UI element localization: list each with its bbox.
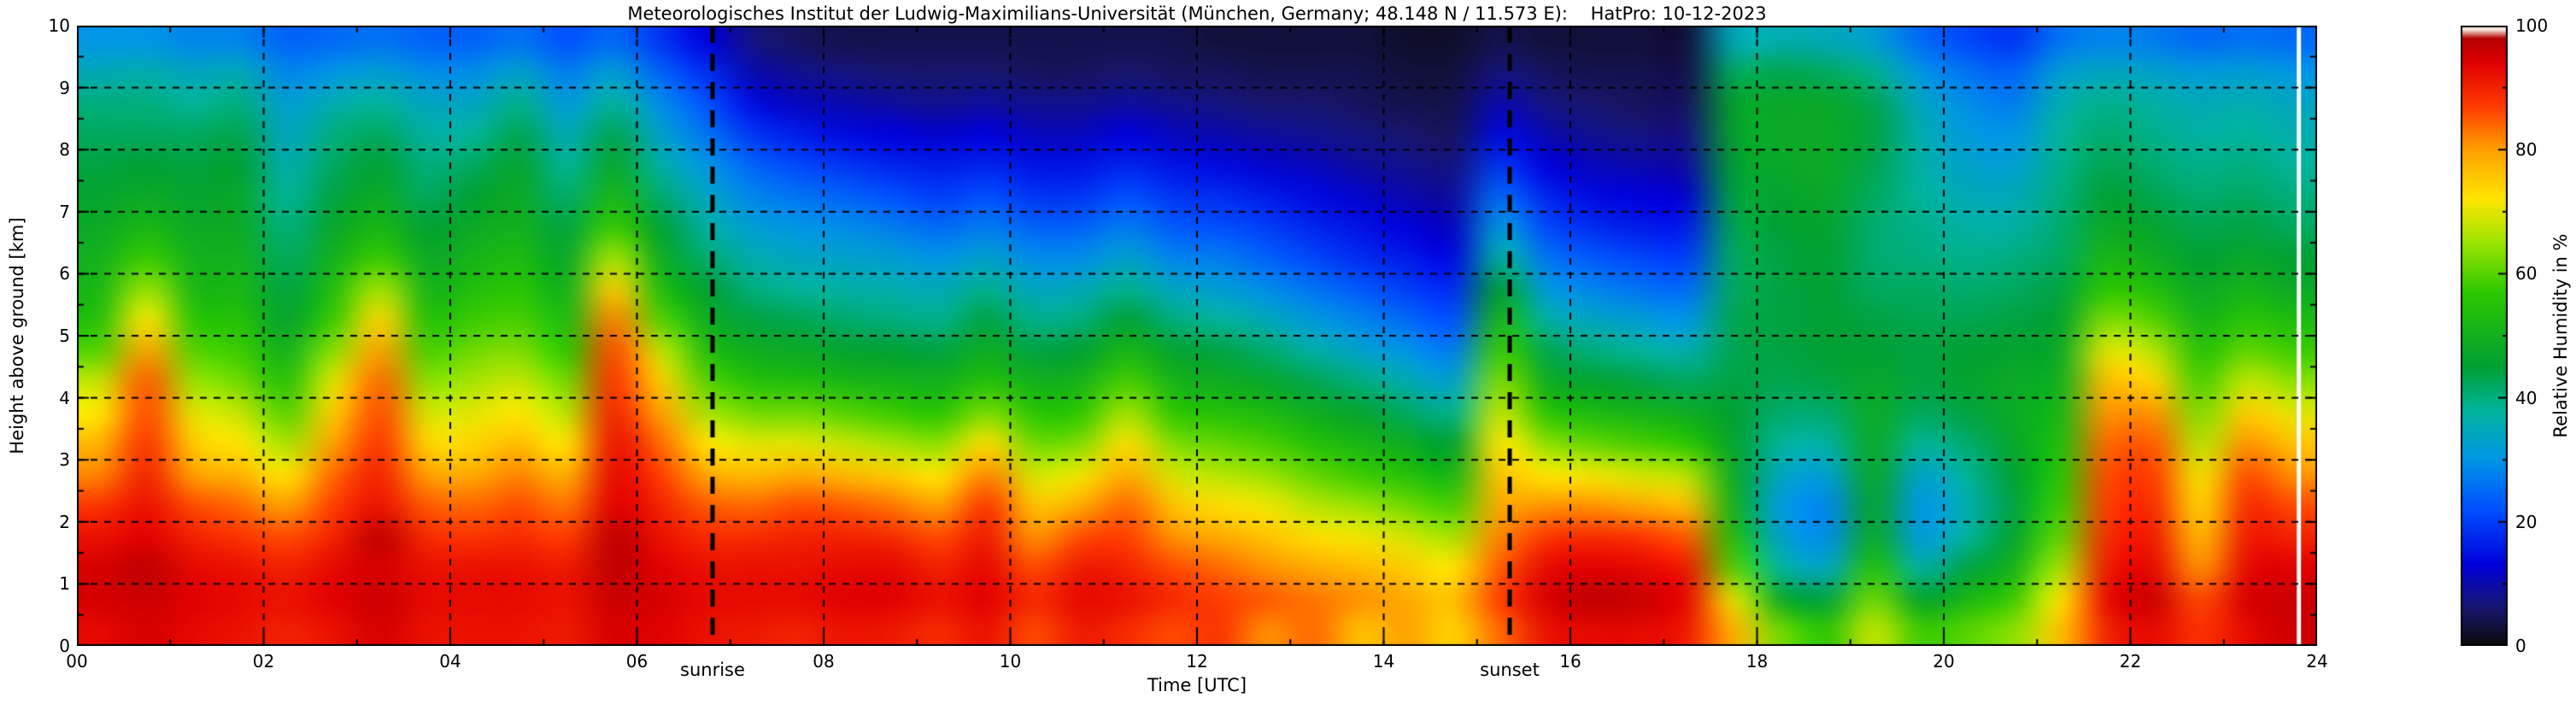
y-tick-label: 3 (59, 449, 70, 471)
y-tick-label: 9 (59, 77, 70, 98)
x-tick-label: 14 (1372, 651, 1395, 672)
colorbar-tick-label: 20 (2515, 511, 2538, 532)
x-tick-label: 20 (1933, 651, 1955, 672)
colorbar-tick-label: 100 (2515, 15, 2549, 36)
x-axis-label: Time [UTC] (1147, 675, 1247, 695)
x-tick-label: 16 (1559, 651, 1581, 672)
x-tick-label: 08 (813, 651, 835, 672)
y-axis-label: Height above ground [km] (7, 217, 27, 455)
y-tick-label: 8 (59, 139, 70, 161)
x-tick-label: 06 (625, 651, 648, 672)
x-tick-label: 22 (2119, 651, 2142, 672)
chart-title: Meteorologisches Institut der Ludwig-Max… (627, 3, 1767, 24)
x-tick-label: 24 (2306, 651, 2328, 672)
y-tick-label: 6 (59, 263, 70, 285)
colorbar-tick-label: 40 (2515, 387, 2538, 408)
x-tick-label: 02 (252, 651, 275, 672)
y-tick-label: 5 (59, 326, 70, 346)
y-tick-label: 7 (59, 201, 70, 222)
y-tick-label: 0 (59, 636, 70, 656)
humidity-heatmap (77, 26, 2317, 646)
x-tick-label: 12 (1186, 651, 1208, 672)
y-tick-label: 1 (59, 573, 70, 595)
colorbar-tick-label: 60 (2515, 263, 2538, 285)
colorbar-tick-label: 80 (2515, 139, 2538, 161)
colorbar-tick-label: 0 (2515, 636, 2526, 656)
colorbar (2461, 26, 2508, 646)
x-tick-label: 10 (999, 651, 1022, 672)
x-tick-label: 00 (66, 651, 88, 672)
y-tick-label: 2 (59, 511, 70, 532)
x-tick-label: 18 (1746, 651, 1769, 672)
sunset-label: sunset (1480, 660, 1540, 680)
x-tick-label: 04 (439, 651, 461, 672)
y-tick-label: 4 (59, 387, 70, 408)
y-tick-label: 10 (48, 15, 70, 36)
sunrise-label: sunrise (680, 660, 745, 680)
